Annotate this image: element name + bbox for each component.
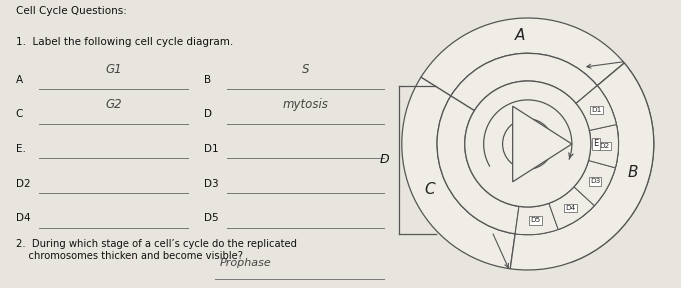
Text: D: D (379, 153, 389, 166)
Text: A: A (515, 29, 526, 43)
Text: E: E (593, 139, 599, 149)
Text: D3: D3 (590, 178, 600, 184)
Text: D2: D2 (16, 179, 30, 189)
Text: B: B (204, 75, 210, 85)
Wedge shape (574, 160, 616, 206)
Text: Prophase: Prophase (219, 258, 271, 268)
Wedge shape (588, 124, 618, 168)
Text: D1: D1 (204, 144, 218, 154)
Text: D5: D5 (530, 217, 541, 223)
Text: A: A (16, 75, 22, 85)
Text: G2: G2 (106, 98, 122, 111)
Wedge shape (510, 63, 654, 270)
Polygon shape (513, 106, 572, 182)
Text: G1: G1 (106, 63, 122, 76)
Text: 1.  Label the following cell cycle diagram.: 1. Label the following cell cycle diagra… (16, 37, 233, 48)
Text: 2.  During which stage of a cell’s cycle do the replicated
    chromosomes thick: 2. During which stage of a cell’s cycle … (16, 239, 297, 261)
Text: D2: D2 (599, 143, 609, 149)
Text: Cell Cycle Questions:: Cell Cycle Questions: (16, 6, 127, 16)
Wedge shape (421, 18, 624, 96)
Text: D: D (204, 109, 212, 120)
Text: B: B (627, 164, 637, 179)
Text: D1: D1 (592, 107, 602, 113)
Wedge shape (402, 77, 515, 269)
Text: D5: D5 (204, 213, 218, 223)
Circle shape (464, 81, 591, 207)
Text: C: C (424, 182, 435, 197)
Text: D4: D4 (565, 205, 575, 211)
Wedge shape (437, 96, 519, 234)
Text: S: S (302, 63, 309, 76)
Wedge shape (559, 63, 654, 262)
Text: D3: D3 (204, 179, 218, 189)
Text: C: C (16, 109, 23, 120)
Wedge shape (549, 187, 595, 230)
Wedge shape (576, 86, 616, 130)
Wedge shape (451, 53, 597, 111)
Circle shape (503, 119, 553, 169)
Text: D4: D4 (16, 213, 30, 223)
Text: E.: E. (16, 144, 26, 154)
Text: mytosis: mytosis (283, 98, 328, 111)
Wedge shape (515, 203, 558, 235)
Wedge shape (550, 86, 618, 229)
